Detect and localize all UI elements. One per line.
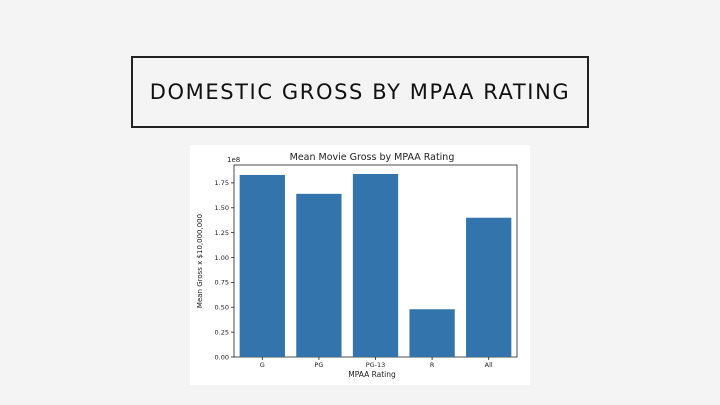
y-tick-label: 0.75 (215, 279, 229, 287)
x-tick-label: All (485, 361, 493, 369)
y-axis-label: Mean Gross x $10,000,000 (196, 214, 204, 308)
x-tick-label: R (430, 361, 435, 369)
x-axis-label: MPAA Rating (348, 370, 396, 379)
y-tick-label: 0.00 (215, 353, 229, 361)
chart-title: Mean Movie Gross by MPAA Rating (290, 152, 455, 163)
y-tick-label: 0.25 (215, 328, 229, 336)
bar-group (239, 173, 512, 357)
y-axis: 0.00 0.25 0.50 0.75 1.00 1.25 1.50 1.75 (215, 179, 234, 361)
x-tick-label: PG (314, 361, 323, 369)
slide-title-box: DOMESTIC GROSS BY MPAA RATING (131, 56, 589, 128)
y-axis-offset-label: 1e8 (227, 156, 240, 164)
slide-title: DOMESTIC GROSS BY MPAA RATING (149, 80, 571, 104)
x-axis: G PG PG-13 R All (260, 357, 493, 369)
y-tick-label: 1.75 (215, 179, 229, 187)
bar (409, 309, 455, 357)
bar (296, 193, 342, 357)
x-tick-label: G (260, 361, 265, 369)
bar-chart: Mean Movie Gross by MPAA Rating 1e8 0.00… (196, 152, 518, 379)
y-tick-label: 1.50 (215, 204, 229, 212)
x-tick-label: PG-13 (366, 361, 386, 369)
y-tick-label: 1.00 (215, 254, 229, 262)
y-tick-label: 0.50 (215, 304, 229, 312)
bar (239, 174, 285, 357)
bar (352, 173, 399, 357)
chart-panel: Mean Movie Gross by MPAA Rating 1e8 0.00… (190, 145, 530, 385)
bar (466, 217, 512, 357)
y-tick-label: 1.25 (215, 229, 229, 237)
